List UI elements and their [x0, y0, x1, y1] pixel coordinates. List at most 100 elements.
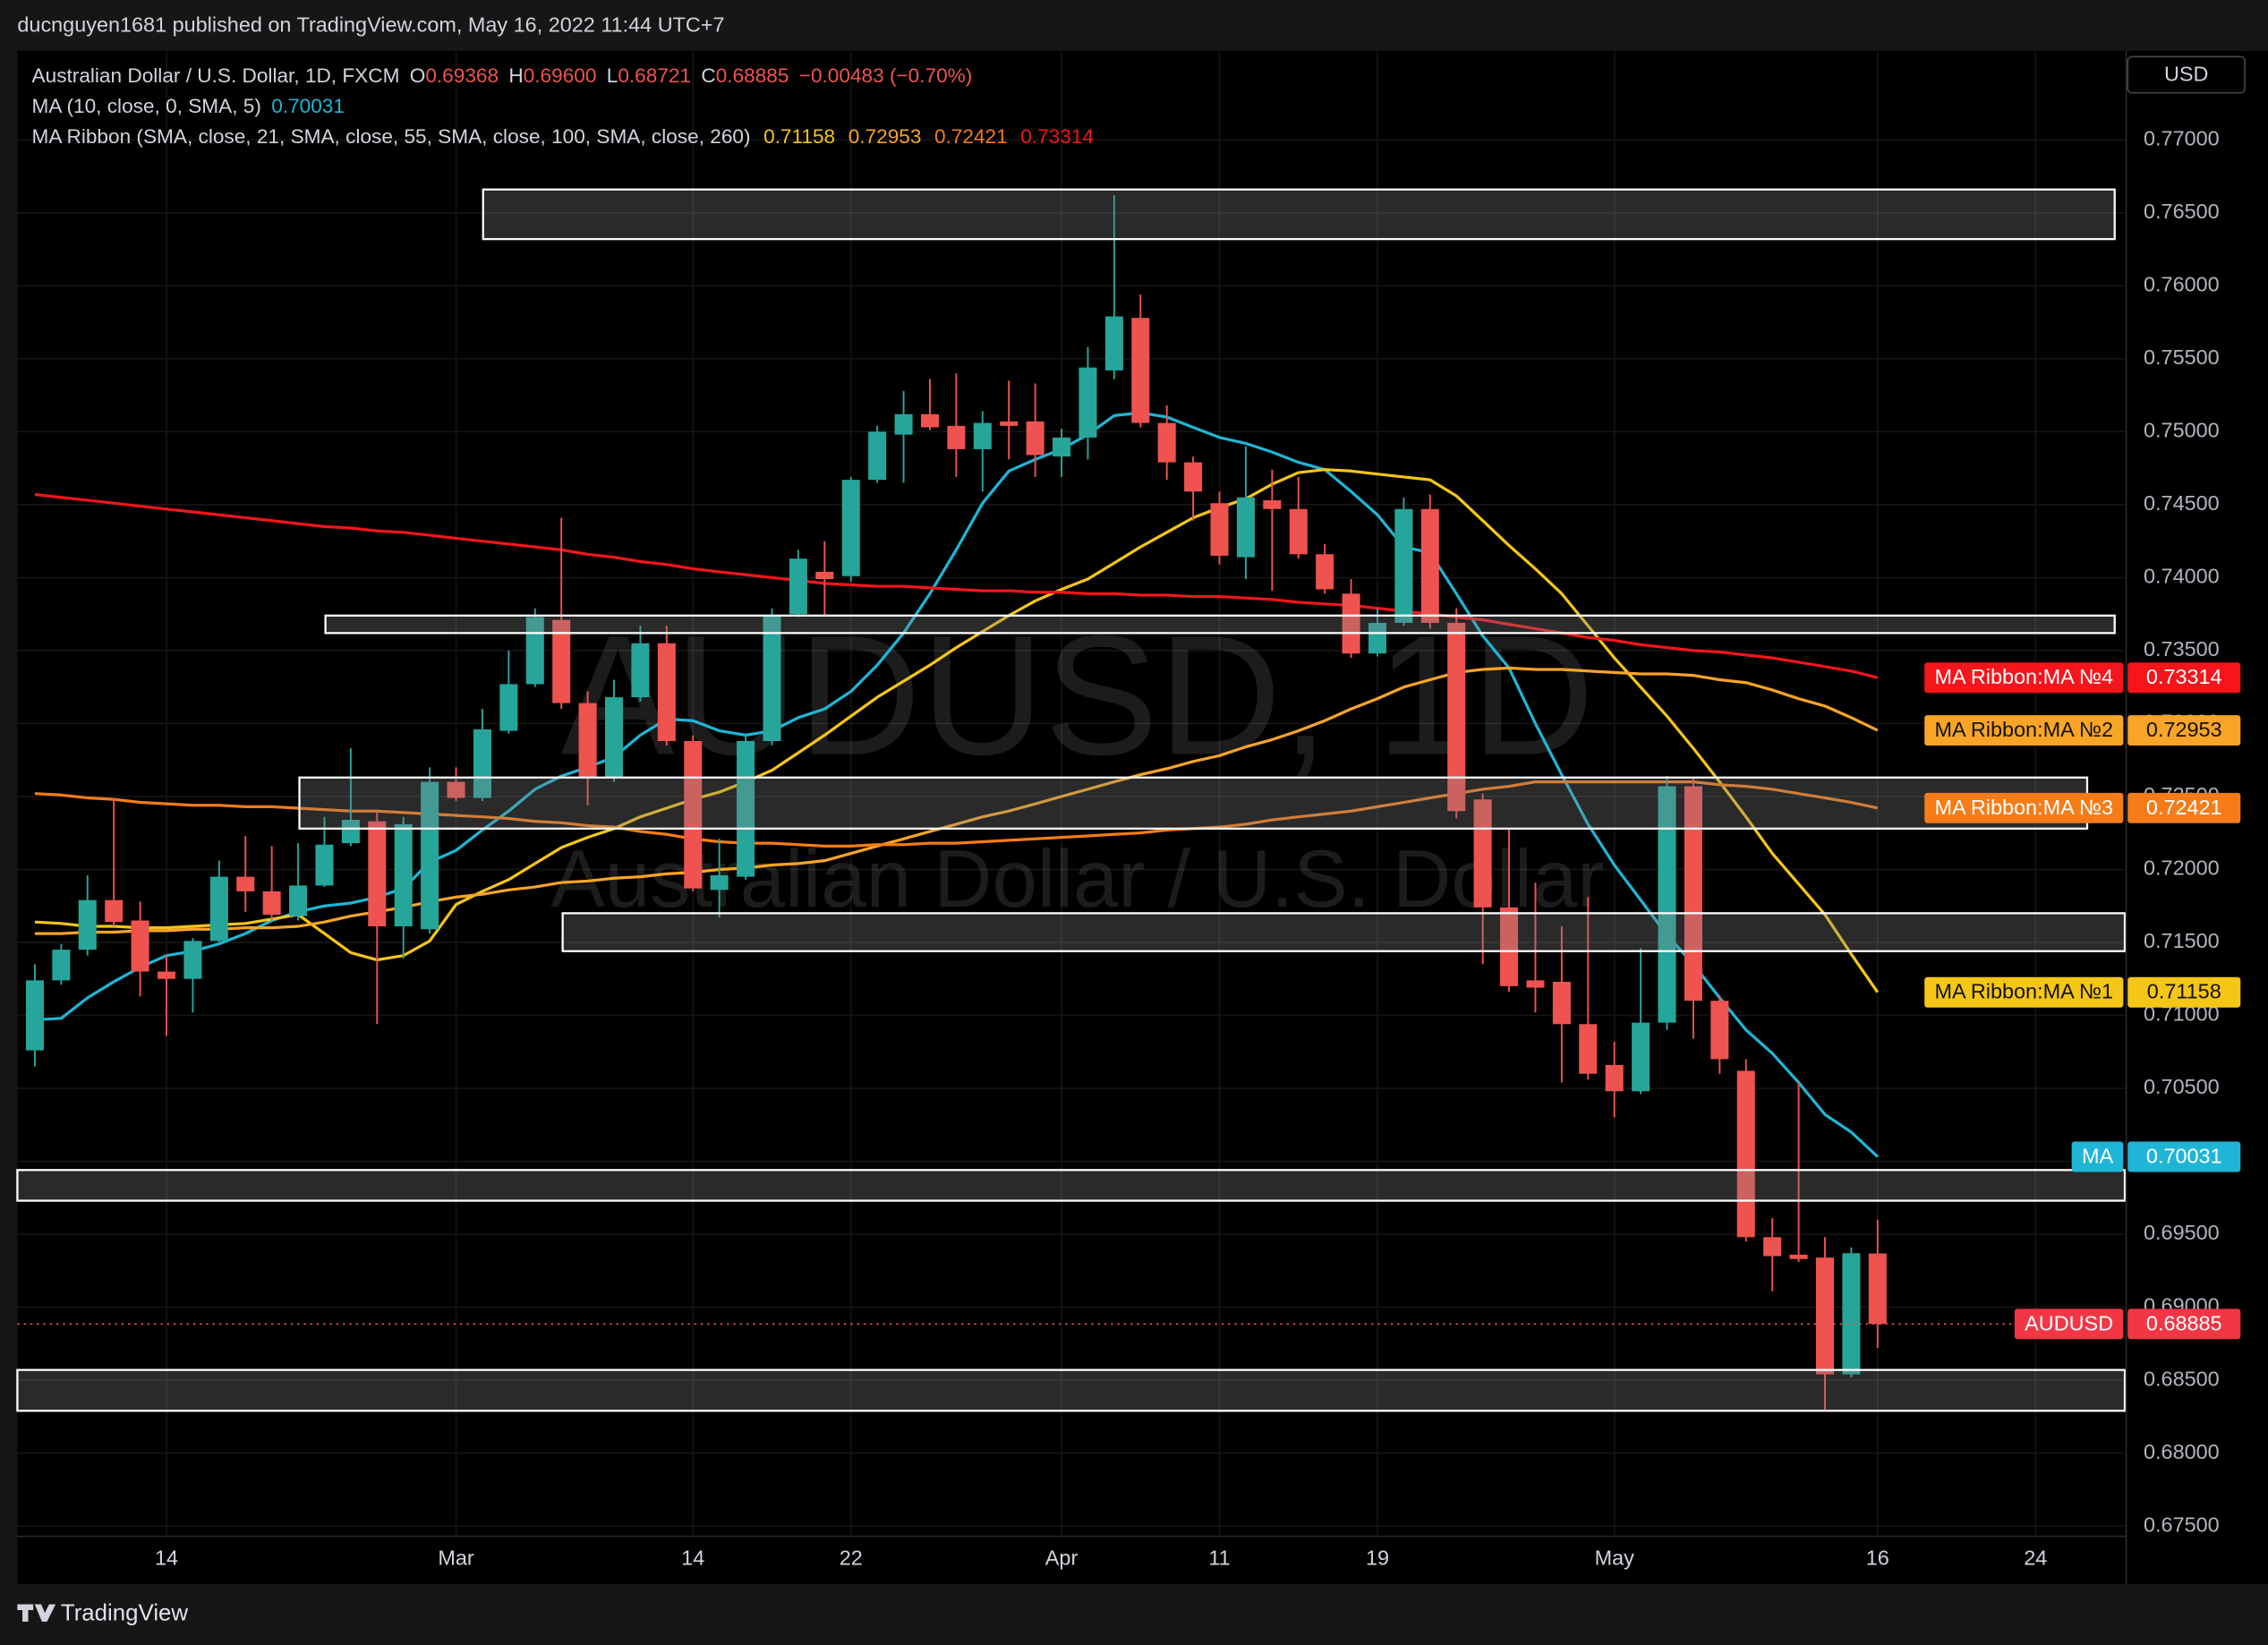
tag-name: AUDUSD — [2025, 1311, 2113, 1334]
watermark: AUDUSD, 1D — [561, 601, 1595, 791]
symbol-legend: Australian Dollar / U.S. Dollar, 1D, FXC… — [32, 64, 973, 87]
high-value: 0.69600 — [524, 64, 597, 87]
candle-body — [209, 876, 228, 942]
low-value: 0.68721 — [618, 64, 691, 87]
candle-body — [552, 619, 571, 703]
candle-body — [1157, 422, 1176, 463]
zone-box — [16, 1169, 2127, 1202]
candle-body — [131, 920, 149, 972]
close-value: 0.68885 — [716, 64, 789, 87]
candle-body — [737, 740, 755, 877]
ribbon-value: 0.72953 — [848, 125, 922, 148]
candle-body — [499, 684, 518, 731]
open-value: 0.69368 — [425, 64, 499, 87]
ohlc-letter: O — [410, 64, 426, 87]
candle-body — [1868, 1253, 1887, 1325]
y-tick-label: 0.76500 — [2144, 200, 2220, 223]
candle-body — [894, 413, 913, 435]
tag-name-box — [2014, 1308, 2124, 1340]
ribbon-value: 0.71158 — [763, 125, 835, 148]
candle-body — [973, 422, 992, 449]
footer-brand[interactable]: TradingView — [61, 1601, 189, 1626]
candle-body — [1053, 437, 1071, 457]
candle-body — [1815, 1257, 1835, 1375]
candle-body — [341, 820, 360, 844]
candle-body — [631, 643, 650, 698]
candle-body — [157, 971, 176, 979]
candle-body — [1236, 497, 1255, 558]
chart-background — [17, 50, 2268, 1584]
zone-box — [561, 912, 2127, 952]
candle-body — [1473, 799, 1492, 908]
currency-label[interactable]: USD — [2164, 62, 2208, 85]
candle-body — [1736, 1070, 1755, 1238]
y-tick-label: 0.74500 — [2144, 491, 2220, 515]
x-tick-label: 19 — [1366, 1547, 1389, 1570]
candle-body — [447, 781, 465, 798]
candle-body — [1289, 508, 1308, 555]
candle-body — [868, 431, 887, 481]
candle-body — [315, 844, 334, 886]
zone-box — [482, 188, 2116, 241]
candle-body — [1658, 786, 1676, 1023]
y-tick-label: 0.73500 — [2144, 637, 2220, 661]
x-tick-label: Mar — [438, 1547, 474, 1570]
brand-logo — [17, 1604, 56, 1622]
ohlc-letter: C — [701, 64, 715, 87]
candle-body — [394, 823, 413, 927]
y-tick-label: 0.75500 — [2144, 345, 2220, 369]
tag-value-box — [2127, 1308, 2241, 1340]
candle-body — [1104, 316, 1123, 371]
zone-box — [324, 614, 2116, 635]
ma-legend-title: MA (10, close, 0, SMA, 5) — [32, 95, 261, 117]
candle-body — [1763, 1237, 1782, 1257]
candle-body — [1605, 1064, 1624, 1092]
candle-body — [1368, 622, 1387, 654]
candle-body — [1026, 421, 1044, 456]
y-tick-label: 0.70500 — [2144, 1075, 2220, 1098]
candle-body — [1526, 980, 1545, 988]
x-tick-label: 14 — [155, 1547, 178, 1570]
candle-body — [105, 899, 124, 923]
candle-body — [657, 643, 676, 741]
symbol-title: Australian Dollar / U.S. Dollar, 1D, FXC… — [32, 64, 400, 87]
ribbon-legend-title: MA Ribbon (SMA, close, 21, SMA, close, 5… — [32, 125, 751, 148]
candle-body — [1342, 593, 1360, 654]
tag-name-box — [1924, 976, 2124, 1008]
candle-body — [947, 425, 966, 449]
candle-body — [841, 480, 860, 576]
candle-body — [262, 891, 281, 915]
y-tick-label: 0.77000 — [2144, 126, 2220, 149]
currency-box[interactable] — [2127, 55, 2246, 94]
candle-body — [52, 950, 71, 981]
ma-line — [34, 492, 1879, 679]
y-tick-label: 0.74000 — [2144, 565, 2220, 588]
tag-value-box — [2127, 715, 2241, 746]
tag-name: MA Ribbon:MA №2 — [1935, 718, 2114, 741]
candle-body — [1263, 499, 1282, 509]
candle-body — [763, 615, 781, 741]
ma-legend-value: 0.70031 — [271, 95, 345, 117]
y-tick-label: 0.76000 — [2144, 273, 2220, 296]
tag-value: 0.72421 — [2146, 796, 2222, 819]
logo-mark — [17, 1604, 56, 1622]
ma-line — [34, 666, 1879, 935]
candle-body — [183, 941, 202, 979]
y-tick-label: 0.69500 — [2144, 1221, 2220, 1244]
ribbon-value: 0.73314 — [1020, 125, 1094, 148]
tag-value-box — [2127, 976, 2241, 1008]
publisher-line: ducnguyen1681 published on TradingView.c… — [17, 13, 724, 37]
y-tick-label: 0.68500 — [2144, 1367, 2220, 1390]
candle-body — [1710, 1001, 1729, 1060]
candle-body — [1684, 786, 1702, 1001]
tag-value-box — [2127, 1141, 2241, 1172]
candle-body — [578, 703, 597, 778]
tag-name: MA — [2082, 1144, 2114, 1167]
y-tick-label: 0.75000 — [2144, 419, 2220, 442]
tag-name-box — [1924, 715, 2124, 746]
ohlc-letter: L — [607, 64, 618, 87]
tag-value: 0.73314 — [2146, 665, 2222, 688]
tag-value-box — [2127, 792, 2241, 823]
candle-body — [78, 899, 97, 950]
